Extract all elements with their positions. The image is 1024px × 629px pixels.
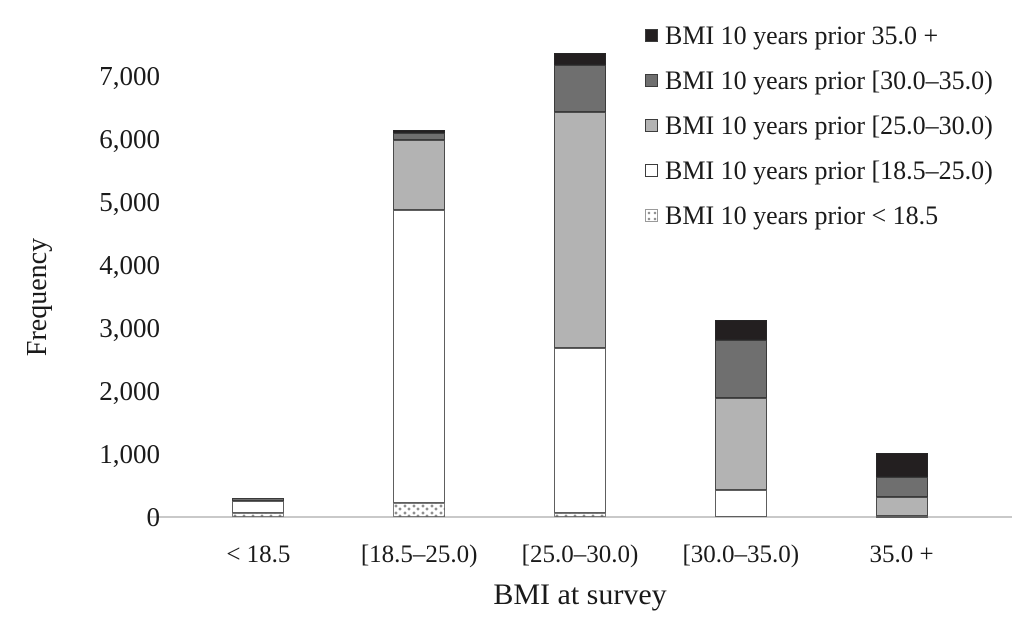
bar-segment	[393, 503, 446, 517]
stacked-bar-5	[875, 0, 928, 518]
legend-label: BMI 10 years prior [18.5–25.0)	[665, 155, 993, 185]
bar-segment	[554, 65, 606, 113]
legend-swatch-icon	[645, 164, 658, 177]
x-axis-title: BMI at survey	[493, 578, 667, 611]
legend-item: BMI 10 years prior [30.0–35.0)	[645, 58, 993, 103]
legend-swatch-icon	[645, 209, 658, 222]
bar-segment	[554, 512, 606, 517]
y-tick-label: 2,000	[99, 375, 160, 406]
legend-label: BMI 10 years prior [25.0–30.0)	[665, 110, 993, 140]
bar-segment	[875, 515, 928, 518]
legend-swatch-icon	[645, 119, 658, 132]
legend-item: BMI 10 years prior [25.0–30.0)	[645, 103, 993, 148]
bar-segment	[554, 347, 606, 513]
bar-segment	[232, 501, 285, 514]
y-tick-label: 7,000	[99, 60, 160, 91]
bar-segment	[714, 397, 767, 490]
y-tick-label: 3,000	[99, 312, 160, 343]
stacked-bar-2	[393, 0, 446, 517]
x-tick-label: [25.0–30.0)	[521, 541, 639, 568]
legend-swatch-icon	[645, 29, 658, 42]
y-axis-title: Frequency	[22, 237, 53, 357]
legend-item: BMI 10 years prior [18.5–25.0)	[645, 148, 993, 193]
bar-segment	[393, 210, 446, 504]
stacked-bar-3	[554, 0, 606, 517]
x-tick-label: [30.0–35.0)	[682, 541, 800, 568]
bar-segment	[232, 498, 285, 502]
stacked-bar-1	[232, 0, 285, 517]
x-axis-baseline	[150, 516, 1012, 518]
bar-segment	[875, 496, 928, 516]
legend-label: BMI 10 years prior < 18.5	[665, 200, 939, 230]
stacked-bar-4	[714, 0, 767, 517]
y-tick-label: 6,000	[99, 123, 160, 154]
legend-label: BMI 10 years prior [30.0–35.0)	[665, 65, 993, 95]
legend-item: BMI 10 years prior 35.0 +	[645, 13, 993, 58]
legend-label: BMI 10 years prior 35.0 +	[665, 20, 939, 50]
y-tick-label: 5,000	[99, 186, 160, 217]
legend: BMI 10 years prior 35.0 + BMI 10 years pr…	[645, 13, 993, 238]
bar-segment	[393, 140, 446, 211]
bar-segment	[714, 489, 767, 517]
bar-segment	[875, 476, 928, 497]
y-tick-label: 0	[146, 502, 161, 532]
legend-item: BMI 10 years prior < 18.5	[645, 193, 993, 238]
x-tick-label: [18.5–25.0)	[360, 541, 478, 568]
bar-segment	[554, 53, 606, 66]
x-tick-label: < 18.5	[226, 541, 291, 568]
y-tick-label: 4,000	[99, 249, 160, 280]
bar-segment	[714, 339, 767, 398]
x-tick-label: 35.0 +	[869, 541, 934, 568]
bar-segment	[554, 112, 606, 348]
bar-segment	[232, 513, 285, 517]
bar-segment	[393, 132, 446, 141]
legend-swatch-icon	[645, 74, 658, 87]
bar-segment	[714, 319, 767, 340]
bar-segment	[393, 130, 446, 133]
bar-segment	[875, 452, 928, 477]
y-tick-label: 1,000	[99, 438, 160, 469]
